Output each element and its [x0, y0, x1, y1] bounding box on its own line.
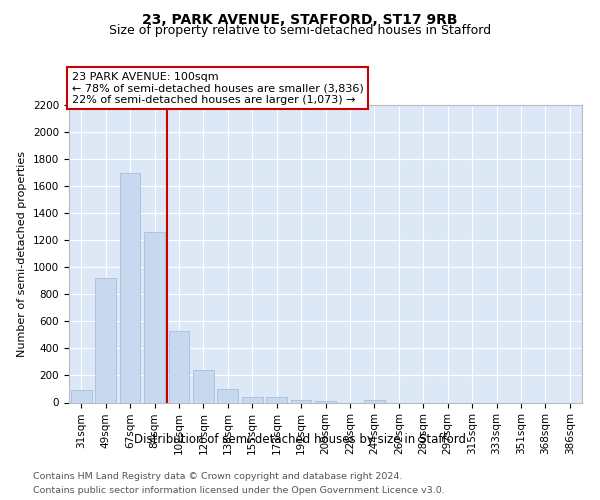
Bar — [95, 278, 116, 402]
Text: 23, PARK AVENUE, STAFFORD, ST17 9RB: 23, PARK AVENUE, STAFFORD, ST17 9RB — [142, 12, 458, 26]
Text: Size of property relative to semi-detached houses in Stafford: Size of property relative to semi-detach… — [109, 24, 491, 37]
Text: 23 PARK AVENUE: 100sqm
← 78% of semi-detached houses are smaller (3,836)
22% of : 23 PARK AVENUE: 100sqm ← 78% of semi-det… — [71, 72, 364, 105]
Text: Distribution of semi-detached houses by size in Stafford: Distribution of semi-detached houses by … — [134, 432, 466, 446]
Bar — [315, 401, 336, 402]
Bar — [242, 397, 263, 402]
Bar — [217, 389, 238, 402]
Bar — [71, 390, 92, 402]
Bar — [119, 172, 140, 402]
Y-axis label: Number of semi-detached properties: Number of semi-detached properties — [17, 151, 28, 357]
Text: Contains public sector information licensed under the Open Government Licence v3: Contains public sector information licen… — [33, 486, 445, 495]
Bar — [169, 331, 190, 402]
Bar — [290, 400, 311, 402]
Text: Contains HM Land Registry data © Crown copyright and database right 2024.: Contains HM Land Registry data © Crown c… — [33, 472, 403, 481]
Bar — [144, 232, 165, 402]
Bar — [364, 400, 385, 402]
Bar — [193, 370, 214, 402]
Bar — [266, 397, 287, 402]
